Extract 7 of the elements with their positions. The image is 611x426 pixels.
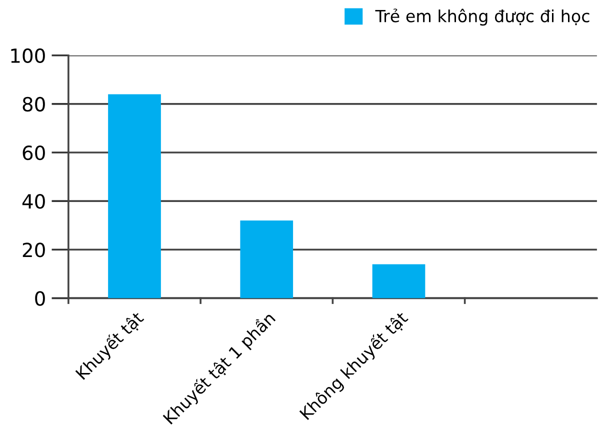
y-tick-label: 20 [22, 242, 45, 258]
y-tick-label: 100 [11, 48, 45, 64]
y-tick-label: 80 [22, 96, 45, 112]
y-tick-label: 60 [22, 145, 45, 160]
y-tick-label: 40 [22, 194, 45, 209]
y-tick-label: 0 [35, 291, 45, 306]
legend-label: Trẻ em không được đi học [375, 8, 590, 26]
